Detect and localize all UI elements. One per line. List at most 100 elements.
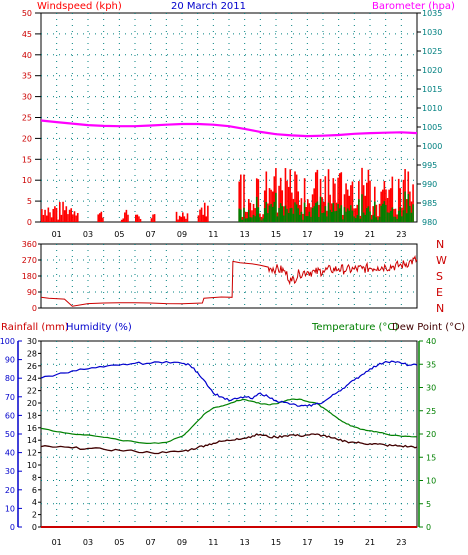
wind-gust-bar <box>42 214 45 222</box>
rain-axis-tick: 0 <box>32 523 37 532</box>
wind-gust-bar <box>68 209 71 222</box>
wind-average-bar <box>377 219 379 222</box>
wind-average-bar <box>366 208 368 222</box>
wind-gust-bar <box>239 174 242 222</box>
wind-gust-bar <box>260 216 263 222</box>
wind-gust-bar <box>238 181 240 222</box>
wind-gust-bar <box>346 189 349 222</box>
wind-average-bar <box>378 216 381 222</box>
wind-average-bar <box>310 216 312 222</box>
wind-gust-bar <box>257 179 260 222</box>
rain-axis-tick: 30 <box>27 337 37 346</box>
wind-gust-bar <box>399 188 402 222</box>
rain-axis-tick: 2 <box>32 511 37 520</box>
wind-average-bar <box>314 202 317 222</box>
temperature-axis-tick: 15 <box>426 453 436 462</box>
wind-gust-bar <box>273 176 276 222</box>
wind-average-bar <box>239 209 242 222</box>
wind-average-bar <box>252 214 255 222</box>
wind-average-bar <box>401 216 403 222</box>
wind-gust-bar <box>401 207 403 222</box>
wind-average-bar <box>405 213 408 222</box>
wind-gust-bar <box>340 172 343 222</box>
wind-gust-bar <box>178 215 181 222</box>
direction-axis-tick: 270 <box>22 256 37 265</box>
wind-gust-bar <box>125 209 128 222</box>
wind-gust-bar <box>372 206 374 222</box>
wind-average-bar <box>294 202 296 222</box>
wind-average-bar <box>345 211 347 222</box>
wind-gust-bar <box>76 213 79 222</box>
pressure-axis-tick: 1000 <box>422 142 442 151</box>
wind-average-bar <box>399 207 402 222</box>
wind-gust-bar <box>243 174 245 222</box>
wind-gust-bar <box>72 214 74 222</box>
wind-gust-bar <box>70 208 73 222</box>
wind-average-bar <box>329 209 331 222</box>
wind-gust-bar <box>63 210 66 222</box>
compass-label: S <box>436 270 443 283</box>
wind-gust-bar <box>55 207 58 222</box>
wind-average-bar <box>375 217 378 222</box>
wind-gust-bar <box>324 176 327 222</box>
wind-axis-tick: 10 <box>22 176 32 185</box>
temp-humidity-plot-frame <box>40 340 418 528</box>
wind-hour-label: 09 <box>177 230 187 239</box>
wind-axis-tick: 20 <box>22 134 32 143</box>
pressure-axis-tick: 1030 <box>422 28 442 37</box>
pressure-axis-tick: 980 <box>422 218 437 227</box>
wind-gust-bar <box>254 208 256 222</box>
wind-gust-bar <box>278 185 280 222</box>
wind-hour-label: 11 <box>208 230 218 239</box>
wind-gust-bar <box>139 218 142 222</box>
wind-average-bar <box>353 216 355 222</box>
wind-average-bar <box>259 217 261 222</box>
wind-gust-bar <box>152 214 154 222</box>
wind-average-bar <box>386 212 389 222</box>
wind-average-bar <box>335 210 338 222</box>
wind-hour-label: 15 <box>271 230 281 239</box>
pressure-axis-tick: 1025 <box>422 47 442 56</box>
wind-gust-bar <box>153 214 156 222</box>
wind-average-bar <box>348 210 351 222</box>
temperature-axis-tick: 20 <box>426 430 436 439</box>
wind-gust-bar <box>262 214 264 222</box>
temperature-line <box>40 398 418 445</box>
wind-direction-line <box>40 255 418 307</box>
wind-gust-bar <box>291 192 293 222</box>
wind-gust-bar <box>353 208 355 222</box>
dewpoint-line <box>40 433 418 455</box>
wind-gust-bar <box>50 217 53 222</box>
wind-average-bar <box>305 216 307 222</box>
wind-gust-bar <box>286 180 288 222</box>
temp-hour-label: 11 <box>208 538 218 547</box>
wind-axis-tick: 30 <box>22 93 32 102</box>
wind-gust-bar <box>47 207 50 222</box>
direction-axis-tick: 90 <box>27 288 37 297</box>
wind-gust-bar <box>197 215 200 222</box>
wind-gust-bar <box>138 216 140 222</box>
temp-hour-label: 03 <box>83 538 93 547</box>
wind-gust-bar <box>389 188 392 222</box>
wind-gust-bar <box>326 210 328 222</box>
wind-average-bar <box>281 206 284 222</box>
wind-axis-tick: 50 <box>22 9 32 18</box>
wind-gust-bar <box>283 206 285 222</box>
temp-hour-label: 09 <box>177 538 187 547</box>
wind-gust-bar <box>45 215 48 222</box>
wind-average-bar <box>356 215 359 222</box>
wind-gust-bar <box>329 194 331 222</box>
wind-gust-bar <box>199 209 201 222</box>
wind-average-bar <box>299 214 301 222</box>
wind-gust-bar <box>370 214 373 222</box>
rain-axis-tick: 8 <box>32 473 37 482</box>
wind-gust-bar <box>175 211 178 222</box>
wind-hour-label: 21 <box>365 230 375 239</box>
humidity-line <box>40 360 418 407</box>
wind-gust-bar <box>394 208 397 222</box>
wind-gust-bar <box>279 177 282 222</box>
wind-average-bar <box>407 194 410 222</box>
wind-gust-bar <box>295 174 298 222</box>
pressure-axis-tick: 985 <box>422 199 437 208</box>
wind-average-bar <box>268 205 271 222</box>
